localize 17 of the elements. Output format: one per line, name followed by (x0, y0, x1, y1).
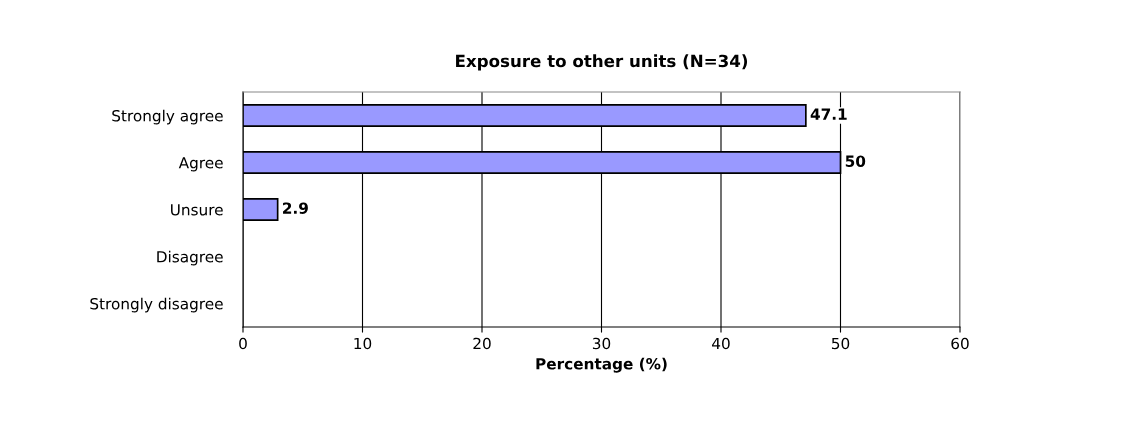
y-tick-label: Unsure (171, 204, 223, 216)
x-tick-label: 50 (831, 337, 850, 350)
x-tick-label: 40 (712, 337, 730, 350)
chart-title: Exposure to other units (N=34) (456, 54, 748, 71)
x-tick-label: 30 (592, 337, 611, 350)
data-label: 50 (845, 155, 866, 167)
y-tick-label: Agree (178, 157, 223, 172)
data-label: 47.1 (810, 108, 847, 120)
x-tick-label: 60 (951, 337, 969, 350)
y-tick-label: Strongly disagree (90, 297, 223, 313)
data-label: 2.9 (283, 202, 308, 214)
x-tick-label: 20 (473, 337, 491, 350)
x-axis-title: Percentage (%) (536, 357, 667, 373)
y-tick-label: Strongly agree (112, 109, 223, 125)
y-tick-label: Disagree (157, 250, 223, 266)
x-tick-label: 0 (239, 337, 247, 350)
x-tick-label: 10 (354, 337, 372, 350)
